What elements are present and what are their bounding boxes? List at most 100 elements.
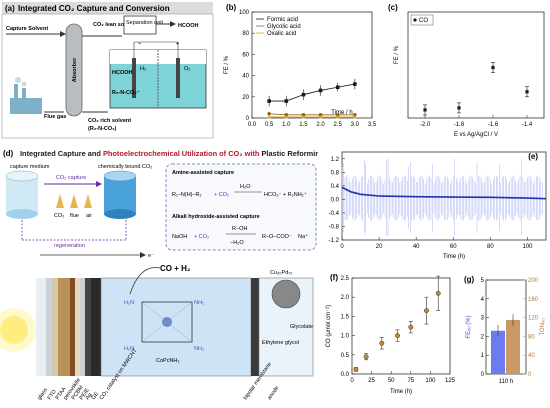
amine-product: HCO₃⁻ + R₂NH₂⁺: [264, 191, 307, 198]
cathode-electrode: [132, 58, 136, 98]
y-tick-label: 0.0: [331, 197, 340, 203]
amine-title: Amine-assisted capture: [172, 170, 234, 176]
y-tick-label: 2.5: [341, 276, 350, 282]
h2-label: H₂: [140, 66, 146, 72]
data-point: [352, 114, 357, 119]
x-tick-label: 100: [425, 378, 436, 384]
panel-b-letter: (b): [226, 3, 237, 12]
factory-icon: [10, 77, 42, 114]
roh-label: R−OH: [232, 226, 247, 232]
y-axis-label: FE / %: [224, 55, 230, 74]
ethylene-glycol-label: Ethylene glycol: [262, 340, 299, 346]
hcooh-cell-label: HCOOH: [112, 70, 133, 76]
x-tick-label: 75: [407, 378, 414, 384]
svg-text:NH₂: NH₂: [194, 346, 204, 352]
current-trace: [341, 186, 547, 200]
chemically-bound-label: chemically bound CO₂: [98, 164, 152, 170]
ton-bar: [506, 319, 520, 374]
data-point: [335, 113, 340, 117]
data-point: [267, 111, 271, 116]
panel-d-title: Integrated Capture and Photoelectrochemi…: [20, 149, 318, 158]
y-axis-label-left: FEₒₒ (%): [466, 315, 472, 338]
y-tick-label-left: 2: [481, 334, 485, 340]
y-tick-label-left: 5: [481, 278, 485, 284]
y-tick-label: -0.4: [329, 211, 340, 217]
o2-label: O₂: [184, 66, 190, 72]
legend-label: CO: [419, 18, 428, 24]
panel-e: (e) 0 20 40 60 80 100 -1.2 -0.8 -0.4 0.0 0.4 0.8 1.2…: [318, 144, 550, 264]
flue-gas-label: Flue gas: [44, 114, 66, 120]
x-tick-label: 40: [413, 244, 420, 250]
x-tick-label: 0: [340, 244, 344, 250]
bound-co2-cylinder: [103, 170, 137, 219]
data-point: [353, 366, 359, 372]
data-point: [318, 88, 323, 93]
anode-electrode: [176, 58, 180, 98]
y-tick-label: 1.5: [341, 314, 350, 320]
data-point: [301, 113, 306, 117]
x-tick-label: 0.5: [265, 122, 274, 128]
panel-a-frame: [1, 13, 214, 139]
minus-terminal: −: [138, 41, 141, 47]
data-point: [353, 82, 357, 86]
x-tick-label: 125: [445, 378, 456, 384]
y-axis-label: FE / %: [394, 45, 400, 64]
panel-e-letter: (e): [528, 152, 538, 161]
y-tick-label: 80: [242, 31, 249, 37]
electron-label: e⁻: [148, 253, 154, 259]
data-point: [318, 113, 323, 117]
x-tick-label: 0: [350, 378, 354, 384]
legend-marker: [413, 18, 417, 22]
formic-acid-fe-chart: (b) 0.0 0.5 1.0 1.5 2.0 2.5 3.0 3.5 0 20 40 60 80 100…: [224, 3, 377, 128]
data-point: [335, 85, 340, 90]
flue-source-label: flue: [70, 213, 79, 219]
panel-a: (a) Integrated CO₂ Capture and Conversio…: [0, 0, 215, 140]
y-tick-label: 60: [242, 52, 249, 58]
x-tick-label: 80: [487, 244, 494, 250]
data-point: [267, 114, 272, 119]
air-source-label: air: [86, 213, 92, 219]
absorber-label: Absorber: [72, 57, 78, 82]
data-point: [301, 92, 306, 97]
panel-c-letter: (c): [388, 3, 398, 12]
data-point: [363, 354, 369, 360]
lean-solvent-label: CO₂ lean solvent: [93, 22, 137, 28]
data-point: [284, 113, 289, 117]
alloy-label: Cu₃₀Pd₇₀: [270, 270, 292, 276]
y-tick-label: 0.8: [331, 170, 340, 176]
x-tick-label: 100: [522, 244, 533, 250]
x-tick-label: 2.0: [316, 122, 325, 128]
regeneration-label: regeneration: [54, 243, 85, 249]
panel-d: (d) Integrated Capture and Photoelectroc…: [0, 144, 325, 403]
x-tick-label: -2.0: [420, 122, 431, 128]
gas-arrows-icon: [56, 194, 92, 208]
minus-h2o-label: −H₂O: [230, 240, 244, 246]
y-tick-label: 100: [239, 10, 250, 16]
capture-arrow-icon: [96, 181, 102, 187]
fe-bar: [491, 330, 505, 374]
catalyst-molecule-icon: H₂N NH₂ H₂N NH₂: [124, 300, 204, 352]
x-tick-label: 3.0: [351, 122, 360, 128]
plot-frame: [251, 11, 373, 119]
y-tick-label-right: 0: [528, 372, 532, 378]
panel-d-title-part2: Photoelectrochemical Utilization of CO₂ …: [103, 149, 262, 158]
catalyst-label: CoPcNH₂: [156, 358, 180, 364]
layer-label-ge: GE: [91, 391, 101, 401]
rich-formula-label: (R₂-N-CO₂): [88, 126, 117, 132]
data-point: [491, 65, 495, 70]
data-point: [435, 290, 441, 296]
catholyte-chamber: [100, 277, 252, 377]
data-point: [408, 324, 414, 330]
svg-text:H₂N: H₂N: [124, 346, 134, 352]
y-tick-label: 1.0: [341, 334, 350, 340]
panel-a-letter: (a): [5, 4, 15, 13]
y-tick-label-left: 3: [481, 316, 485, 322]
panel-a-title-bar: [2, 2, 213, 14]
products-label: CO + H₂: [160, 264, 191, 273]
x-tick-label: 25: [368, 378, 375, 384]
amine-h2o: H₂O: [240, 184, 251, 190]
plot-frame: [351, 277, 451, 375]
panel-d-letter: (d): [3, 149, 14, 158]
data-point: [395, 333, 400, 339]
hcooh-out-label: HCOOH: [178, 23, 199, 29]
